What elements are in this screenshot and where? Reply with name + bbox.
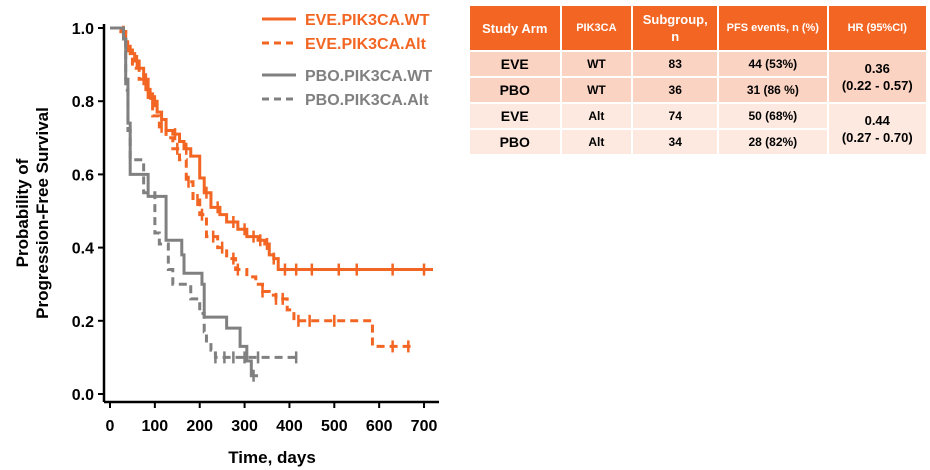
y-tick-label: 1.0 bbox=[72, 21, 94, 38]
x-tick-label: 100 bbox=[142, 418, 169, 435]
cell-arm: EVE bbox=[470, 104, 560, 128]
y-axis-title-line-2: Progression-Free Survival bbox=[33, 107, 52, 319]
cell-events: 50 (68%) bbox=[719, 104, 827, 128]
table-row: PBO WT 36 31 (86 %) bbox=[470, 78, 926, 102]
y-axis-title-line-1: Probability of bbox=[13, 158, 32, 267]
x-tick-label: 0 bbox=[106, 418, 115, 435]
header-pik3ca: PIK3CA bbox=[561, 6, 632, 50]
y-tick-label: 0.6 bbox=[72, 167, 94, 184]
x-tick-label: 400 bbox=[276, 418, 303, 435]
table-header-row: Study Arm PIK3CA Subgroup, n PFS events,… bbox=[470, 6, 926, 50]
cell-hr-wt: 0.36 (0.22 - 0.57) bbox=[828, 52, 926, 102]
hr-ci: (0.22 - 0.57) bbox=[841, 78, 913, 93]
cell-events: 28 (82%) bbox=[719, 130, 827, 154]
axes-layer: 0.0 0.2 0.4 0.6 0.8 1.0 0 100 200 300 400 500 600 700 bbox=[72, 21, 439, 435]
y-tick-label: 0.8 bbox=[72, 94, 94, 111]
hr-value: 0.44 bbox=[864, 113, 890, 128]
table-row: EVE Alt 74 50 (68%) 0.44 (0.27 - 0.70) bbox=[470, 104, 926, 154]
x-tick-label: 300 bbox=[231, 418, 258, 435]
cell-arm: EVE bbox=[470, 52, 560, 76]
series-line-eve-pik3ca-wt bbox=[110, 26, 433, 272]
legend-label: PBO.PIK3CA.Alt bbox=[305, 92, 429, 109]
cell-n: 36 bbox=[633, 78, 718, 102]
x-axis-title: Time, days bbox=[228, 448, 316, 467]
table-row: PBO Alt 34 28 (82%) bbox=[470, 130, 926, 154]
legend-label: EVE.PIK3CA.WT bbox=[305, 12, 430, 29]
cell-pik3ca: Alt bbox=[561, 104, 632, 128]
y-tick-label: 0.4 bbox=[72, 241, 94, 258]
series-line-pbo-pik3ca-wt bbox=[110, 26, 259, 378]
header-hr: HR (95%CI) bbox=[828, 6, 926, 50]
cell-events: 31 (86 %) bbox=[719, 78, 827, 102]
cell-arm: PBO bbox=[470, 130, 560, 154]
cell-events: 44 (53%) bbox=[719, 52, 827, 76]
cell-arm: PBO bbox=[470, 78, 560, 102]
header-subgroup: Subgroup, n bbox=[633, 6, 718, 50]
x-tick-label: 700 bbox=[411, 418, 438, 435]
curves-layer bbox=[110, 25, 433, 382]
hr-ci: (0.27 - 0.70) bbox=[841, 130, 913, 145]
legend-label: EVE.PIK3CA.Alt bbox=[305, 36, 427, 53]
x-tick-label: 500 bbox=[321, 418, 348, 435]
legend-label: PBO.PIK3CA.WT bbox=[305, 68, 432, 85]
summary-table: Study Arm PIK3CA Subgroup, n PFS events,… bbox=[468, 4, 928, 156]
x-tick-label: 600 bbox=[366, 418, 393, 435]
legend: EVE.PIK3CA.WT EVE.PIK3CA.Alt PBO.PIK3CA.WT… bbox=[262, 12, 432, 109]
cell-n: 74 bbox=[633, 104, 718, 128]
cell-n: 83 bbox=[633, 52, 718, 76]
km-chart: 0.0 0.2 0.4 0.6 0.8 1.0 0 100 200 300 400 500 600 700… bbox=[13, 12, 439, 467]
series-line-pbo-pik3ca-alt bbox=[110, 26, 299, 359]
cell-pik3ca: Alt bbox=[561, 130, 632, 154]
x-tick-label: 200 bbox=[186, 418, 213, 435]
y-axis-title: Probability of Progression-Free Survival bbox=[13, 107, 52, 319]
table-row: EVE WT 83 44 (53%) 0.36 (0.22 - 0.57) bbox=[470, 52, 926, 102]
cell-n: 34 bbox=[633, 130, 718, 154]
hr-value: 0.36 bbox=[864, 61, 890, 76]
cell-pik3ca: WT bbox=[561, 52, 632, 76]
cell-pik3ca: WT bbox=[561, 78, 632, 102]
y-tick-label: 0.2 bbox=[72, 314, 94, 331]
y-tick-label: 0.0 bbox=[72, 387, 94, 404]
header-pfs-events: PFS events, n (%) bbox=[719, 6, 827, 50]
cell-hr-alt: 0.44 (0.27 - 0.70) bbox=[828, 104, 926, 154]
header-study-arm: Study Arm bbox=[470, 6, 560, 50]
